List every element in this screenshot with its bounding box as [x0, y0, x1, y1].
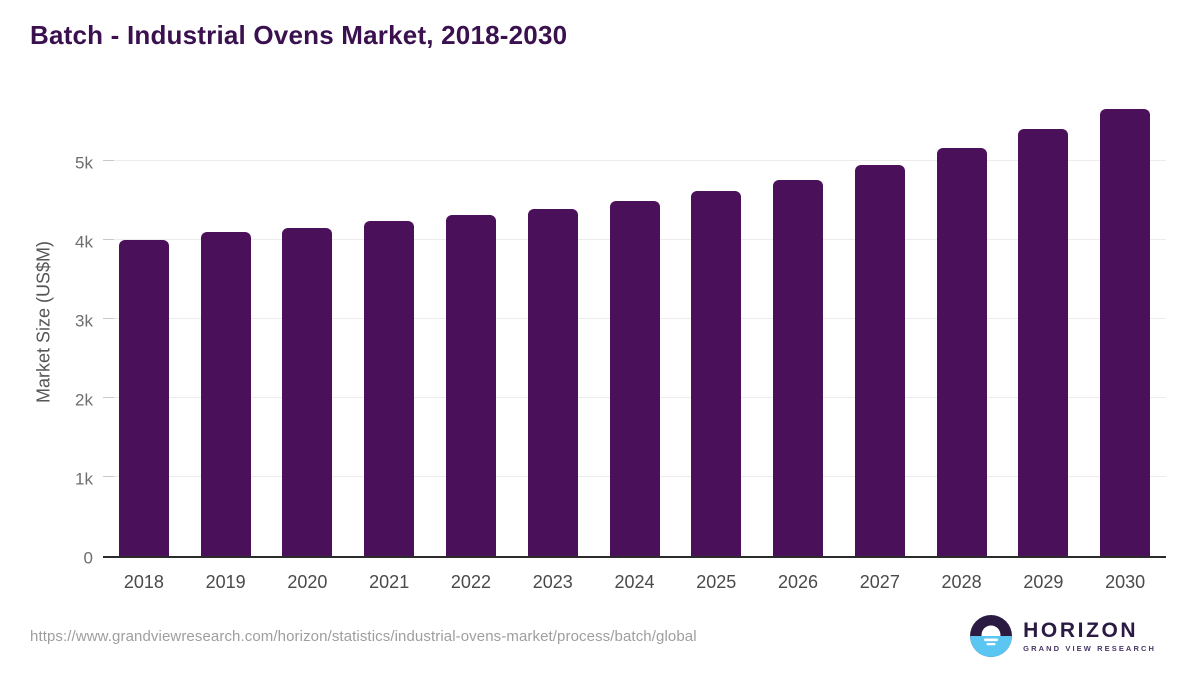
horizon-logo-text: HORIZON GRAND VIEW RESEARCH [1023, 620, 1156, 653]
bar-2019[interactable] [200, 232, 251, 556]
bar-2023[interactable] [527, 209, 578, 556]
x-axis-label-2019: 2019 [205, 572, 246, 592]
bar-2018[interactable] [118, 240, 169, 556]
y-tick-label-3k: 3k [75, 311, 93, 331]
y-tick-label-0: 0 [83, 548, 93, 568]
x-axis-label-2027: 2027 [859, 572, 900, 592]
y-tick-label-5k: 5k [75, 153, 93, 173]
x-axis-label-2020: 2020 [287, 572, 328, 592]
bar-2025[interactable] [691, 191, 742, 556]
plot-area [103, 100, 1166, 558]
x-axis-label-2018: 2018 [123, 572, 164, 592]
gridline-5k [103, 160, 1166, 161]
bar-2024[interactable] [609, 201, 660, 556]
bar-2022[interactable] [445, 214, 496, 556]
y-tick-label-1k: 1k [75, 469, 93, 489]
bar-2030[interactable] [1100, 108, 1151, 556]
bar-2026[interactable] [773, 179, 824, 556]
y-axis-tick-labels: 0 1k 2k 3k 4k 5k [0, 100, 93, 567]
x-axis-label-2021: 2021 [369, 572, 410, 592]
horizon-logo: HORIZON GRAND VIEW RESEARCH [970, 615, 1156, 657]
x-axis-label-2023: 2023 [532, 572, 573, 592]
bar-2020[interactable] [282, 228, 333, 556]
y-tick-label-2k: 2k [75, 390, 93, 410]
horizon-logo-icon [970, 615, 1013, 657]
bar-2029[interactable] [1018, 129, 1069, 556]
x-axis-label-2030: 2030 [1105, 572, 1146, 592]
logo-title: HORIZON [1023, 618, 1139, 642]
bar-2021[interactable] [364, 221, 415, 556]
x-axis-label-2022: 2022 [450, 572, 491, 592]
logo-subtitle: GRAND VIEW RESEARCH [1023, 643, 1156, 653]
chart-title: Batch - Industrial Ovens Market, 2018-20… [30, 20, 568, 50]
bar-2027[interactable] [854, 164, 905, 556]
x-axis-label-2029: 2029 [1023, 572, 1064, 592]
x-axis-label-2028: 2028 [941, 572, 982, 592]
source-url: https://www.grandviewresearch.com/horizo… [30, 628, 697, 645]
bar-2028[interactable] [936, 148, 987, 556]
x-axis-label-2025: 2025 [696, 572, 737, 592]
x-axis-label-2024: 2024 [614, 572, 655, 592]
y-tick-label-4k: 4k [75, 232, 93, 252]
x-axis-labels: 2018 2019 2020 2021 2022 2023 2024 2025 2026 2027… [103, 572, 1166, 598]
x-axis-label-2026: 2026 [778, 572, 819, 592]
